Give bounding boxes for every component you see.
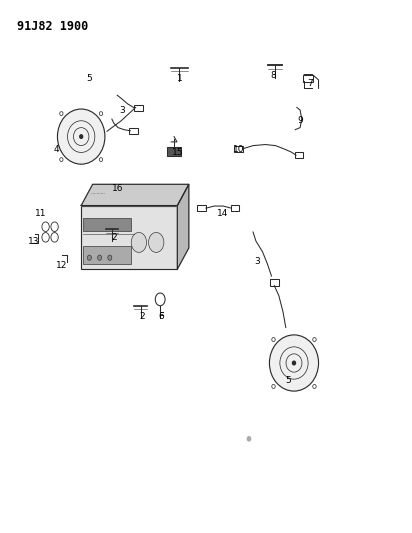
Circle shape — [98, 255, 102, 260]
Text: 9: 9 — [297, 116, 303, 125]
Text: 7: 7 — [307, 79, 313, 88]
Bar — [81, 206, 177, 269]
Polygon shape — [81, 184, 189, 206]
Bar — [295, 152, 302, 158]
Ellipse shape — [292, 360, 296, 366]
Ellipse shape — [269, 335, 318, 391]
Text: 1: 1 — [176, 74, 182, 83]
Text: 10: 10 — [233, 146, 244, 155]
Text: 16: 16 — [112, 183, 124, 192]
Bar — [270, 279, 279, 286]
Ellipse shape — [57, 109, 105, 164]
Text: 2: 2 — [111, 233, 117, 242]
Text: 15: 15 — [172, 148, 183, 157]
Text: 6: 6 — [158, 312, 164, 321]
Text: 5: 5 — [285, 376, 291, 385]
Bar — [167, 147, 180, 156]
Text: 2: 2 — [140, 312, 145, 321]
Circle shape — [108, 255, 112, 260]
Circle shape — [131, 232, 147, 253]
Text: 12: 12 — [56, 261, 68, 270]
Circle shape — [87, 255, 91, 260]
Circle shape — [247, 437, 250, 441]
Bar — [303, 75, 313, 82]
Polygon shape — [177, 184, 189, 269]
Bar — [197, 205, 206, 212]
Text: 3: 3 — [254, 257, 260, 265]
Text: 5: 5 — [87, 74, 92, 83]
Bar — [234, 146, 243, 152]
Text: 4: 4 — [54, 146, 59, 155]
Text: 14: 14 — [217, 209, 228, 218]
Bar — [83, 218, 131, 231]
Bar — [231, 205, 239, 212]
Ellipse shape — [79, 134, 83, 139]
Text: 91J82 1900: 91J82 1900 — [17, 20, 88, 33]
Bar — [129, 127, 138, 134]
Text: 13: 13 — [28, 237, 39, 246]
Bar — [83, 246, 131, 264]
Text: 11: 11 — [35, 209, 46, 218]
Circle shape — [148, 232, 164, 253]
Text: 8: 8 — [271, 71, 276, 80]
Bar — [134, 105, 143, 111]
Text: 3: 3 — [119, 106, 125, 115]
